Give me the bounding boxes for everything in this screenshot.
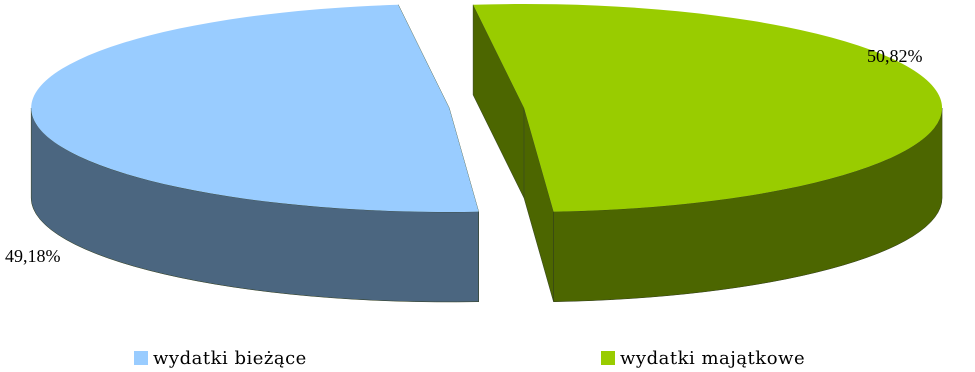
pie-slice-top-wydatki-biezace (31, 4, 479, 212)
pie-slice-wydatki-majatkowe (472, 4, 943, 302)
data-label-wydatki-biezace: 49,18% (5, 246, 61, 266)
legend-label-wydatki-majatkowe: wydatki majątkowe (620, 348, 805, 369)
pie-slices (30, 4, 943, 303)
legend-swatch-wydatki-majatkowe (601, 351, 615, 365)
legend: wydatki bieżące wydatki majątkowe (134, 348, 805, 369)
legend-label-wydatki-biezace: wydatki bieżące (153, 348, 307, 369)
pie-slice-wydatki-biezace (30, 4, 479, 303)
pie-slice-top-wydatki-majatkowe (473, 4, 943, 212)
data-label-wydatki-majatkowe: 50,82% (867, 46, 923, 66)
legend-swatch-wydatki-biezace (134, 351, 148, 365)
